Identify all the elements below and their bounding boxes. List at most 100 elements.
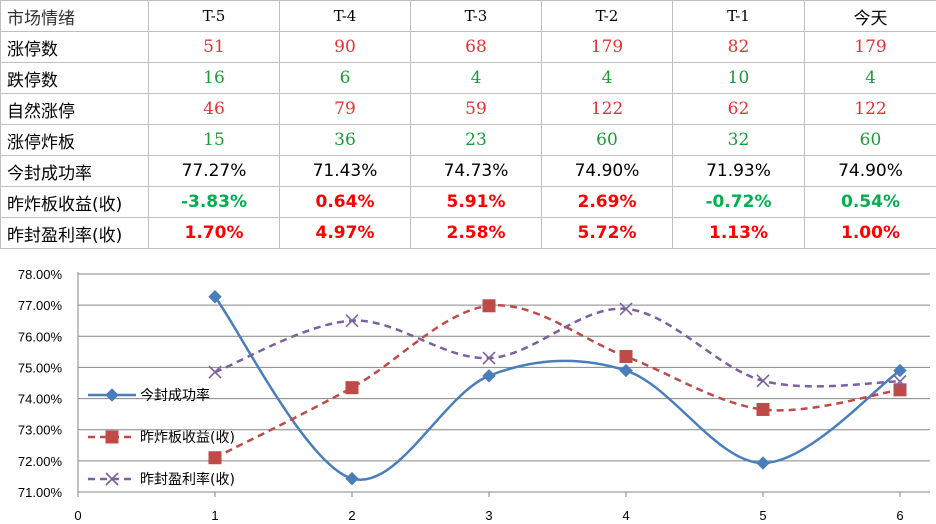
table-cell: 77.27% [148,155,280,187]
table-cell: 62 [672,93,805,125]
line-chart: 71.00% 72.00% 73.00% 74.00% 75.00% 76.00% 77.0… [18,267,930,523]
y-tick-label: 73.00% [18,423,63,438]
x-tick-label: 2 [348,508,355,523]
table-cell: 1.00% [804,217,936,249]
header-cell: T-1 [672,0,805,32]
table-cell: 4 [410,62,542,94]
row-label: 昨封盈利率(收) [0,217,149,249]
table-cell: 4.97% [279,217,411,249]
y-tick-label: 78.00% [18,267,63,282]
y-tick-label: 76.00% [18,329,63,344]
data-point [482,299,496,313]
market-sentiment-table: 市场情绪 T-5 T-4 T-3 T-2 T-1 今天 涨停数 51 90 68… [0,0,936,249]
legend-label: 今封成功率 [140,387,210,404]
table-cell: 1.13% [672,217,805,249]
table-cell: 59 [410,93,542,125]
data-point [345,471,359,486]
row-label: 跌停数 [0,62,149,94]
data-point [208,451,222,465]
x-tick-label: 6 [896,508,903,523]
header-cell: T-2 [541,0,673,32]
table-cell: 0.64% [279,186,411,218]
legend-marker [105,430,119,444]
table-cell: 122 [804,93,936,125]
table-cell: 2.69% [541,186,673,218]
table-cell: 74.90% [541,155,673,187]
table-cell: 46 [148,93,280,125]
data-point [893,374,907,389]
series-line-2 [214,304,901,459]
table-row: 涨停数 51 90 68 179 82 179 [0,31,936,63]
marker-stroke [345,314,359,328]
y-tick-label: 72.00% [18,454,63,469]
table-cell: 0.54% [804,186,936,218]
data-point [619,302,633,316]
data-point [482,369,496,383]
marker-stroke [893,374,907,389]
row-label: 今封成功率 [0,155,149,187]
x-tick-label: 3 [485,508,492,523]
table-cell: 5.72% [541,217,673,249]
data-point [893,383,907,397]
table-header-row: 市场情绪 T-5 T-4 T-3 T-2 T-1 今天 [0,0,936,32]
data-point [756,374,770,388]
table-row: 今封成功率 77.27% 71.43% 74.73% 74.90% 71.93%… [0,155,936,187]
marker-stroke [756,374,770,388]
x-tick-label: 5 [759,508,766,523]
data-point [619,350,633,364]
data-point [482,351,496,365]
data-point [619,363,633,378]
table-cell: 2.58% [410,217,542,249]
y-tick-label: 75.00% [18,360,63,375]
table-cell: 36 [279,124,411,156]
table-cell: 4 [541,62,673,94]
table-cell: 74.90% [804,155,936,187]
legend-marker [105,388,119,402]
table-cell: -0.72% [672,186,805,218]
table-row: 自然涨停 46 79 59 122 62 122 [0,93,936,125]
series-line-1 [214,295,901,482]
y-tick-label: 77.00% [18,298,63,313]
table-cell: 23 [410,124,542,156]
table-row: 涨停炸板 15 36 23 60 32 60 [0,124,936,156]
legend-label: 昨炸板收益(收) [140,430,235,446]
x-tick-label: 1 [211,508,218,523]
data-point [208,365,222,379]
table-cell: 5.91% [410,186,542,218]
table-cell: 90 [279,31,411,63]
table-cell: 15 [148,124,280,156]
table-cell: 60 [541,124,673,156]
header-cell: T-5 [148,0,280,32]
table-cell: 71.93% [672,155,805,187]
table-cell: 10 [672,62,805,94]
header-cell: 市场情绪 [0,0,149,32]
table-row: 跌停数 16 6 4 4 10 4 [0,62,936,94]
x-tick-label: 0 [74,508,81,523]
data-point [345,381,359,395]
legend-label: 昨封盈利率(收) [140,471,235,488]
table-cell: 68 [410,31,542,63]
marker-stroke [208,365,222,379]
legend-marker [105,472,119,486]
table-cell: 1.70% [148,217,280,249]
data-point [208,290,222,304]
table-row: 昨炸板收益(收) -3.83% 0.64% 5.91% 2.69% -0.72%… [0,186,936,218]
table-cell: 51 [148,31,280,63]
table-cell: 4 [804,62,936,94]
marker-stroke [482,351,496,365]
row-label: 涨停数 [0,31,149,63]
y-tick-label: 74.00% [18,392,63,407]
table-cell: 82 [672,31,805,63]
table-cell: 179 [804,31,936,63]
header-cell: T-4 [279,0,411,32]
table-cell: 74.73% [410,155,542,187]
table-cell: 122 [541,93,673,125]
row-label: 昨炸板收益(收) [0,186,149,218]
header-cell: T-3 [410,0,542,32]
table-cell: -3.83% [148,186,280,218]
table-cell: 179 [541,31,673,63]
marker-stroke [105,472,119,486]
table-cell: 79 [279,93,411,125]
table-cell: 60 [804,124,936,156]
row-label: 自然涨停 [0,93,149,125]
